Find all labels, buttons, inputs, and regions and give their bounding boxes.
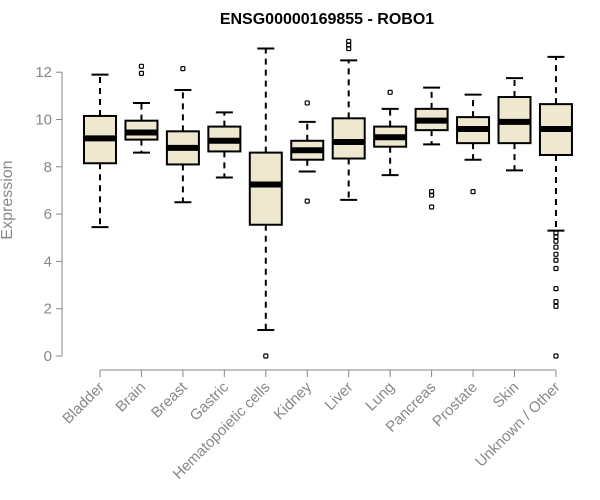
y-tick-label: 8: [44, 159, 52, 176]
y-axis-label: Expression: [0, 160, 16, 239]
outlier-point: [304, 198, 310, 204]
outlier-point: [553, 257, 559, 263]
y-tick-label: 12: [35, 64, 52, 81]
x-tick-label: Skin: [490, 379, 523, 412]
outlier-point: [263, 353, 269, 359]
box-brain: [124, 63, 159, 154]
outlier-point: [553, 244, 559, 250]
outlier-point: [553, 353, 559, 359]
y-tick-label: 4: [44, 253, 52, 270]
box-iqr: [248, 151, 283, 226]
outlier-point: [429, 204, 435, 210]
box-liver: [331, 38, 366, 201]
y-tick-label: 0: [44, 348, 52, 365]
axes: 0 2 4 6 8 10 12: [35, 64, 557, 377]
outlier-point: [470, 189, 476, 195]
outlier-point: [553, 230, 559, 236]
outlier-point: [346, 38, 352, 45]
chart-title: ENSG00000169855 - ROBO1: [220, 11, 434, 28]
x-tick-label: Bladder: [59, 379, 108, 428]
outlier-point: [553, 238, 559, 244]
outlier-point: [429, 189, 435, 195]
x-tick-label: Lung: [362, 379, 398, 415]
outlier-point: [553, 285, 559, 292]
box-pancreas: [414, 86, 449, 210]
outlier-point: [553, 265, 559, 272]
box-kidney: [290, 100, 325, 204]
outlier-point: [553, 303, 559, 309]
x-tick-label: Brain: [112, 379, 149, 416]
y-tick-label: 6: [44, 206, 52, 223]
box-hematopoietic-cells: [248, 47, 283, 359]
outlier-point: [387, 89, 393, 95]
box-skin: [497, 77, 532, 172]
outlier-point: [553, 299, 559, 305]
x-tick-label: Breast: [148, 378, 191, 421]
box-gastric: [207, 111, 242, 179]
outlier-point: [304, 100, 310, 106]
outlier-point: [138, 63, 145, 69]
box-unknown-other: [538, 55, 573, 359]
box-breast: [165, 66, 200, 204]
x-tick-label: Kidney: [271, 378, 316, 423]
box-iqr: [331, 117, 366, 160]
boxes: [83, 38, 573, 359]
x-tick-label: Prostate: [429, 379, 481, 431]
outlier-point: [180, 66, 186, 72]
outlier-point: [553, 251, 559, 257]
box-bladder: [83, 73, 117, 229]
box-lung: [373, 89, 408, 177]
y-tick-label: 10: [35, 112, 52, 129]
box-prostate: [456, 93, 491, 195]
x-tick-label: Liver: [322, 379, 357, 414]
outlier-point: [138, 70, 145, 76]
y-tick-label: 2: [44, 301, 52, 318]
